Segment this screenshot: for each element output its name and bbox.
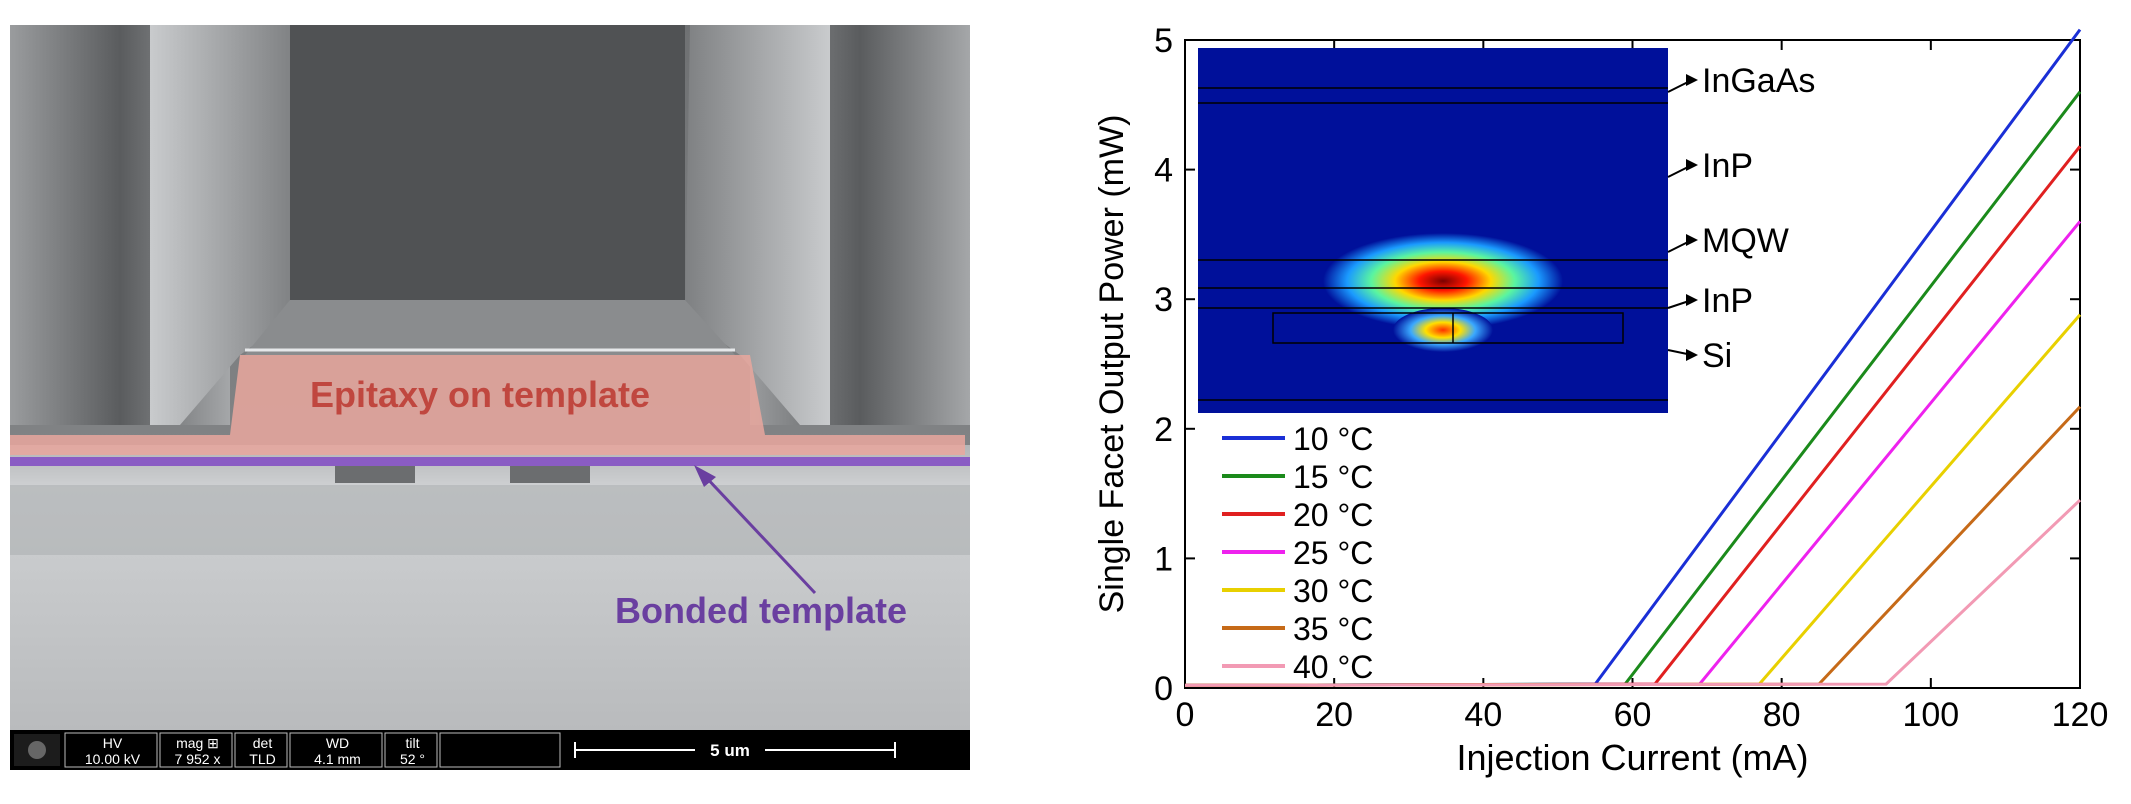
- inset-layer-label: InP: [1702, 147, 1753, 185]
- left-sidewall: [150, 25, 295, 425]
- layer-arrow-head: [1686, 74, 1698, 86]
- y-axis-label: Single Facet Output Power (mW): [1093, 115, 1131, 614]
- info-field-header: det: [253, 735, 273, 751]
- legend-label: 15 °C: [1293, 459, 1373, 495]
- x-tick-label: 120: [2052, 696, 2109, 734]
- x-tick-label: 0: [1176, 696, 1195, 734]
- y-tick-label: 3: [1154, 281, 1173, 319]
- plot-axes: 0 20 40 60 80 100 120 0 1 2 3 4 5 Injection Current (…: [1093, 22, 2108, 778]
- cavity-floor: [245, 300, 735, 355]
- layer-arrow-head: [1686, 159, 1698, 171]
- x-tick-label: 60: [1614, 696, 1652, 734]
- inset-layer-label: MQW: [1702, 222, 1789, 260]
- layer-arrow-head: [1686, 234, 1698, 246]
- info-field-box: [159, 732, 233, 768]
- inset-si-rib: [1272, 312, 1624, 344]
- info-field-value: 4.1 mm: [314, 751, 361, 767]
- scale-bar: 5 um: [574, 739, 896, 760]
- lasing-characteristics-chart: 0 20 40 60 80 100 120 0 1 2 3 4 5 Injection Current (…: [1093, 22, 2108, 778]
- layer-arrow-head: [1686, 349, 1698, 361]
- x-tick-label: 80: [1763, 696, 1801, 734]
- info-field-header: mag ⊞: [176, 735, 219, 751]
- bonded-arrow-line: [700, 471, 817, 595]
- legend: 10 °C15 °C20 °C25 °C30 °C35 °C40 °C: [1222, 421, 1373, 685]
- bond-void-right: [510, 465, 590, 483]
- right-sidewall: [685, 25, 830, 425]
- info-field-box: [439, 732, 561, 768]
- legend-label: 25 °C: [1293, 535, 1373, 571]
- bond-void-left: [335, 465, 415, 483]
- scale-label: 5 um: [710, 741, 750, 760]
- series-line-40c: [1184, 498, 2082, 687]
- inset-layer-label: Si: [1702, 337, 1732, 375]
- y-tick-label: 5: [1154, 22, 1173, 60]
- legend-label: 10 °C: [1293, 421, 1373, 457]
- x-tick-label: 100: [1902, 696, 1959, 734]
- legend-label: 35 °C: [1293, 611, 1373, 647]
- bonded-arrow-head: [694, 465, 716, 487]
- y-tick-label: 1: [1154, 540, 1173, 578]
- mode-field-mqw: [1323, 233, 1563, 329]
- mode-field-si: [1393, 308, 1493, 352]
- plot-series: [1184, 28, 2082, 687]
- layer-arrow-head: [1686, 294, 1698, 306]
- info-field-header: WD: [326, 735, 349, 751]
- inset-background: [1198, 48, 1668, 413]
- info-field-box: [64, 732, 158, 768]
- inset-layer-label: InP: [1702, 282, 1753, 320]
- bonded-label: Bonded template: [615, 590, 907, 631]
- info-field-value: TLD: [249, 751, 275, 767]
- legend-label: 40 °C: [1293, 649, 1373, 685]
- mode-profile-inset: [1198, 48, 1668, 413]
- x-tick-label: 20: [1315, 696, 1353, 734]
- x-tick-label: 40: [1464, 696, 1502, 734]
- bonded-template-layer: [10, 457, 970, 466]
- info-field-box: [234, 732, 288, 768]
- legend-label: 30 °C: [1293, 573, 1373, 609]
- info-field-value: 10.00 kV: [85, 751, 141, 767]
- cavity-back-wall: [290, 25, 685, 300]
- info-field-value: 7 952 x: [175, 751, 221, 767]
- info-field-header: tilt: [406, 735, 420, 751]
- inset-layer-label: InGaAs: [1702, 62, 1815, 100]
- inset-layer-labels: InGaAs InP MQW InP Si: [1667, 62, 1815, 375]
- legend-label: 20 °C: [1293, 497, 1373, 533]
- epitaxy-label: Epitaxy on template: [310, 374, 650, 415]
- info-field-value: 52 °: [400, 751, 425, 767]
- info-bar-logo: [14, 734, 60, 766]
- epitaxy-region: [10, 355, 965, 455]
- substrate-step: [10, 485, 970, 555]
- y-tick-label: 4: [1154, 152, 1173, 190]
- y-tick-label: 2: [1154, 411, 1173, 449]
- info-field-box: [289, 732, 383, 768]
- y-tick-label: 0: [1154, 670, 1173, 708]
- info-field-box: [384, 732, 438, 768]
- x-axis-label: Injection Current (mA): [1456, 737, 1808, 778]
- sem-micrograph: Epitaxy on template Bonded template HV10…: [10, 25, 970, 770]
- info-field-header: HV: [103, 735, 123, 751]
